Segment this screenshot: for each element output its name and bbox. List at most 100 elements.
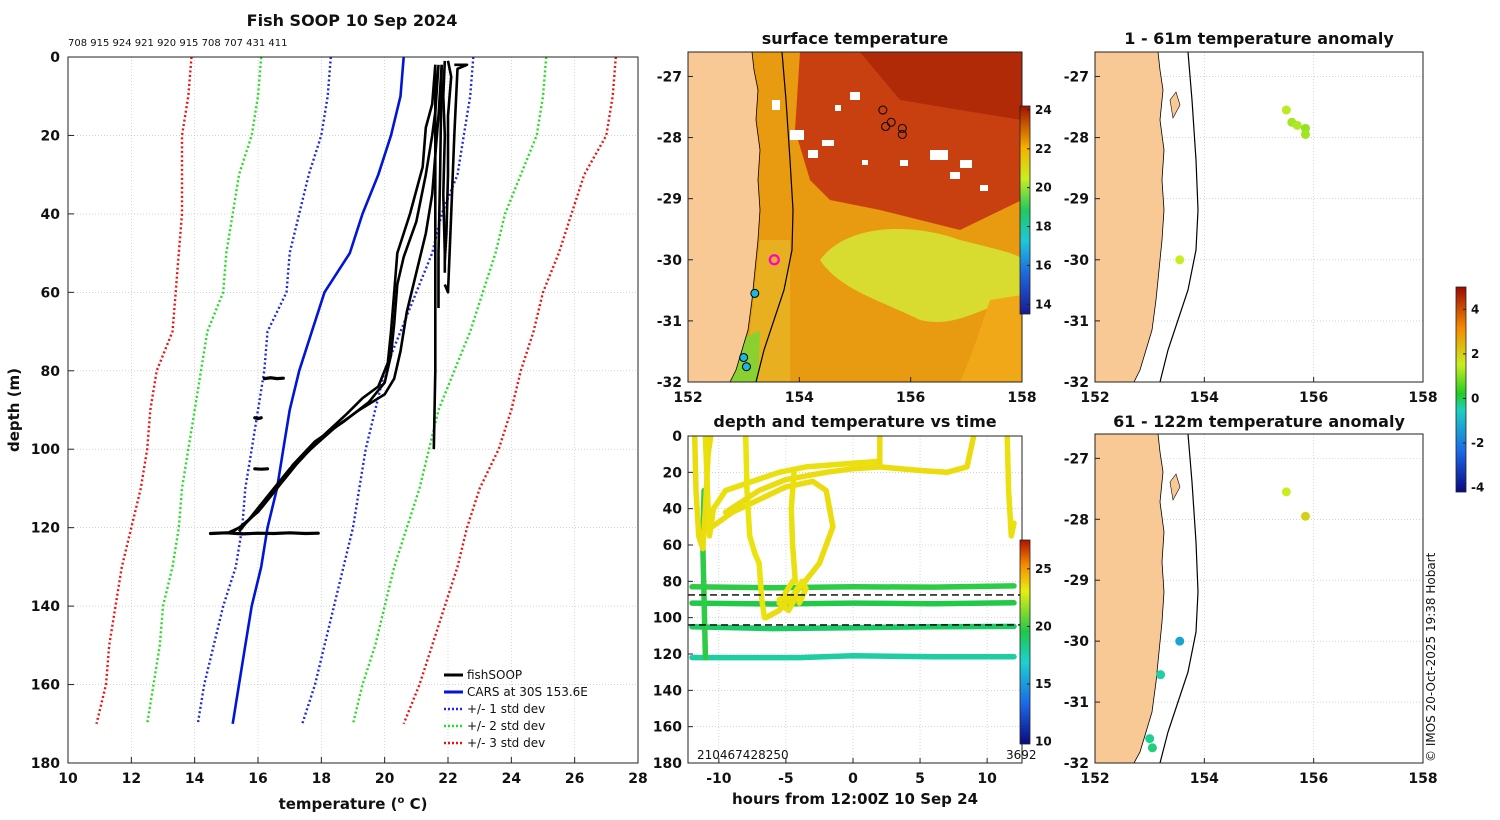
anom2-ticks: 152 154 156 158 -27 -28 -29 -30 -31 -32 xyxy=(1064,451,1438,787)
profile-ytick-40: 40 xyxy=(41,207,61,223)
anom2-panel: 61 - 122m temperature anomaly 152 154 156 1… xyxy=(1064,286,1484,787)
time-xtick-10: 10 xyxy=(977,771,997,787)
anom-cbtick-2: 2 xyxy=(1471,347,1479,361)
sst-xtick-158: 158 xyxy=(1007,390,1036,406)
sst-cbtick-20: 20 xyxy=(1035,181,1052,195)
time-ytick-40: 40 xyxy=(663,502,683,518)
sst-ytick--32: -32 xyxy=(657,375,682,391)
anom1-axes-box xyxy=(1094,51,1424,383)
sst-station-27.75 xyxy=(886,117,896,127)
time-line-surface-5 xyxy=(722,436,977,516)
sst-xtick-154: 154 xyxy=(785,390,814,406)
time-ytick-20: 20 xyxy=(663,465,683,481)
time-panel: depth and temperature vs time -10 -5 0 5 100… xyxy=(653,412,1052,808)
sst-cool-tongue xyxy=(820,228,1022,323)
anom1-point-2 xyxy=(1292,120,1302,130)
sst-shelf-contour xyxy=(755,52,794,382)
legend-std2: +/- 2 std dev xyxy=(467,719,545,733)
profile-panel: Fish SOOP 10 Sep 2024 708 915 924 921 92… xyxy=(5,11,648,813)
time-ytick-60: 60 xyxy=(663,538,683,554)
time-ytick-120: 120 xyxy=(653,647,682,663)
anom1-xtick-156: 156 xyxy=(1299,390,1328,406)
profile-ylabel: depth (m) xyxy=(5,368,23,452)
sst-station-30.55 xyxy=(750,288,760,298)
profile-line-fish6 xyxy=(443,60,453,262)
profile-grid xyxy=(67,56,639,764)
anom2-point-3 xyxy=(1156,670,1166,680)
anom-cbtick-4: 4 xyxy=(1471,302,1479,316)
time-end-label: 3692 xyxy=(1006,748,1037,762)
profile-ytick-160: 160 xyxy=(31,678,60,694)
time-colorbar xyxy=(1019,539,1031,745)
profile-ticks: 10 12 14 16 18 20 22 24 26 28 0 20 40 60 80 100 120 140 16… xyxy=(31,50,648,787)
legend-std3: +/- 3 std dev xyxy=(467,736,545,750)
sst-station-27.85 xyxy=(897,123,907,133)
sst-xtick-156: 156 xyxy=(896,390,925,406)
count-labels: 708 915 924 921 920 915 708 707 431 411 xyxy=(68,38,287,49)
anom1-ytick--28: -28 xyxy=(1064,131,1089,147)
anom1-points xyxy=(1175,105,1310,265)
profile-xtick-16: 16 xyxy=(248,771,267,787)
anom1-land xyxy=(1095,52,1165,382)
legend-cars: CARS at 30S 153.6E xyxy=(467,685,588,699)
anom2-ytick--30: -30 xyxy=(1064,634,1090,650)
time-cbtick-10: 10 xyxy=(1035,735,1052,749)
profile-line-plus3 xyxy=(402,56,617,725)
anom2-points xyxy=(1145,487,1310,753)
anom2-xtick-152: 152 xyxy=(1080,771,1109,787)
time-line-surface-10 xyxy=(1004,436,1017,539)
sst-ytick--27: -27 xyxy=(657,69,682,85)
sst-colorbar xyxy=(1019,105,1031,315)
profile-line-minus2 xyxy=(146,56,263,724)
profile-xtick-14: 14 xyxy=(185,771,205,787)
time-line-surface-8 xyxy=(788,469,799,585)
sst-station-27.55 xyxy=(878,105,888,115)
sst-cbtick-18: 18 xyxy=(1035,220,1052,234)
profile-ytick-60: 60 xyxy=(41,285,61,301)
credit-text: © IMOS 20-Oct-2025 19:38 Hobart xyxy=(1424,552,1438,762)
time-cbtick-25: 25 xyxy=(1035,562,1052,576)
profile-xtick-26: 26 xyxy=(565,771,584,787)
anom1-island xyxy=(1169,91,1181,119)
anom1-ytick--31: -31 xyxy=(1064,314,1089,330)
time-line-layer-92m xyxy=(689,600,1017,607)
time-line-surface-4 xyxy=(742,436,768,621)
time-line-layer-83m xyxy=(689,583,1017,591)
time-ytick-180: 180 xyxy=(653,756,682,772)
anom1-ytick--32: -32 xyxy=(1064,375,1089,391)
profile-xtick-24: 24 xyxy=(502,771,522,787)
profile-line-CARS xyxy=(231,56,405,725)
anom2-ytick--27: -27 xyxy=(1064,451,1089,467)
time-cbtick-20: 20 xyxy=(1035,619,1052,633)
anom2-xtick-156: 156 xyxy=(1299,771,1328,787)
sst-land xyxy=(688,52,761,382)
profile-marker-blob82 xyxy=(262,376,285,381)
time-ytick-100: 100 xyxy=(653,611,682,627)
sst-ytick--29: -29 xyxy=(657,192,682,208)
anom2-point-5 xyxy=(1147,743,1157,753)
profile-line-fish1 xyxy=(232,64,437,533)
anom2-ytick--29: -29 xyxy=(1064,573,1089,589)
anom1-xtick-152: 152 xyxy=(1080,390,1109,406)
anom2-point-4 xyxy=(1145,734,1155,744)
time-ytick-0: 0 xyxy=(672,429,682,445)
anom1-xtick-154: 154 xyxy=(1190,390,1219,406)
sst-hot-region xyxy=(860,52,1022,120)
anom1-ytick--29: -29 xyxy=(1064,192,1089,208)
anom2-map xyxy=(1095,434,1310,763)
profile-lines xyxy=(95,56,617,725)
profile-xtick-12: 12 xyxy=(122,771,141,787)
profile-xtick-10: 10 xyxy=(58,771,78,787)
anom1-xtick-158: 158 xyxy=(1408,390,1437,406)
time-title: depth and temperature vs time xyxy=(713,412,996,431)
profile-ytick-80: 80 xyxy=(41,364,61,380)
anom1-shelf-contour xyxy=(1159,52,1199,382)
time-line-layer-122m xyxy=(689,653,1017,661)
sst-cbtick-14: 14 xyxy=(1035,297,1052,311)
time-line-surface-2 xyxy=(702,436,883,539)
sst-map xyxy=(688,52,1022,382)
anom2-xtick-158: 158 xyxy=(1408,771,1437,787)
anom1-point-4 xyxy=(1300,130,1310,139)
profile-line-fish3 xyxy=(237,64,443,533)
